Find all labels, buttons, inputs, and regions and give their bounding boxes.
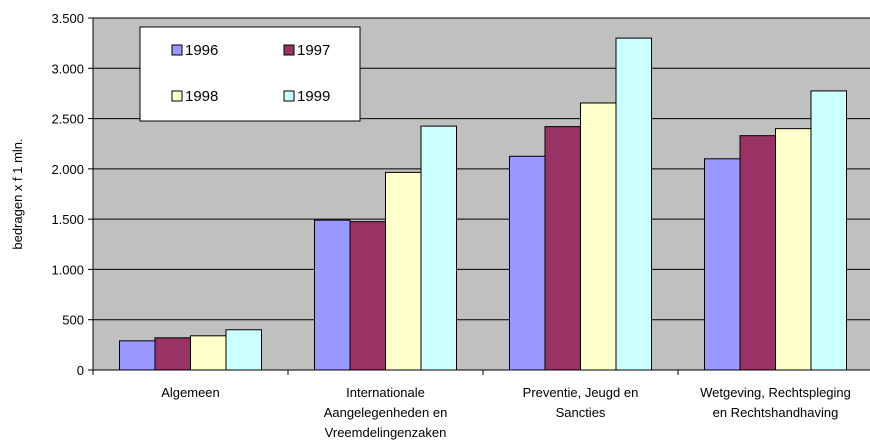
legend-label-1997: 1997: [297, 42, 330, 59]
x-tick-label-line: Preventie, Jeugd en: [523, 385, 639, 400]
bar-1996-1: [314, 219, 351, 371]
bar-1997-3: [739, 135, 776, 371]
bar-1999-0: [225, 329, 262, 371]
y-tick-label: 2.000: [51, 162, 84, 177]
gridlines: [93, 17, 870, 321]
x-tick-label-line: Vreemdelingenzaken: [325, 425, 447, 440]
bars: [119, 37, 847, 371]
x-tick-label: Internationale Aangelegenheden en Vreemdel…: [324, 385, 448, 440]
bar-1997-1: [349, 221, 386, 371]
bar-1998-3: [775, 128, 812, 371]
axes: [88, 17, 870, 375]
bar-1998-0: [190, 335, 227, 371]
y-tick-label: 3.500: [51, 11, 84, 26]
bar-1996-0: [119, 340, 156, 371]
x-tick-label-line: Internationale: [346, 385, 425, 400]
bar-1996-3: [704, 158, 741, 371]
x-tick-label-line: en Rechtshandhaving: [713, 405, 839, 420]
legend-label-1998: 1998: [185, 88, 218, 105]
bar-1997-2: [544, 126, 581, 371]
x-tick-label-line: Wetgeving, Rechtspleging: [700, 385, 851, 400]
bar-1999-2: [615, 37, 652, 371]
y-axis-label: bedragen x f 1 mln.: [10, 138, 25, 249]
bar-1998-2: [580, 102, 617, 371]
x-tick-label: Wetgeving, Rechtspleging en Rechtshandhav…: [700, 385, 851, 420]
bar-1996-2: [509, 155, 546, 371]
y-tick-label: 0: [77, 363, 84, 378]
legend-swatch-1996: [171, 44, 183, 56]
legend: 1996 1997 1998 1999: [139, 26, 361, 122]
legend-label-1996: 1996: [185, 42, 218, 59]
legend-box: [139, 26, 361, 122]
y-tick-label: 2.500: [51, 112, 84, 127]
y-tick-label: 1.000: [51, 262, 84, 277]
y-tick-label: 500: [62, 313, 84, 328]
bar-1999-3: [810, 90, 847, 371]
bar-1997-0: [154, 337, 191, 371]
x-tick-label-line: Aangelegenheden en: [324, 405, 448, 420]
x-tick-label: Algemeen: [161, 385, 220, 400]
legend-label-1999: 1999: [297, 88, 330, 105]
bar-1999-1: [420, 125, 457, 371]
y-tick-label: 3.000: [51, 61, 84, 76]
x-tick-label-line: Algemeen: [161, 385, 220, 400]
x-tick-label: Preventie, Jeugd en Sancties: [523, 385, 639, 420]
x-tick-label-line: Sancties: [556, 405, 606, 420]
legend-swatch-1999: [283, 90, 295, 102]
y-tick-labels: 0 500 1.000 1.500 2.000 2.500 3.000 3.500: [51, 11, 84, 378]
legend-swatch-1998: [171, 90, 183, 102]
bar-1998-1: [385, 171, 422, 371]
x-tick-labels: Algemeen Internationale Aangelegenheden en…: [161, 385, 851, 440]
legend-swatch-1997: [283, 44, 295, 56]
y-tick-label: 1.500: [51, 212, 84, 227]
